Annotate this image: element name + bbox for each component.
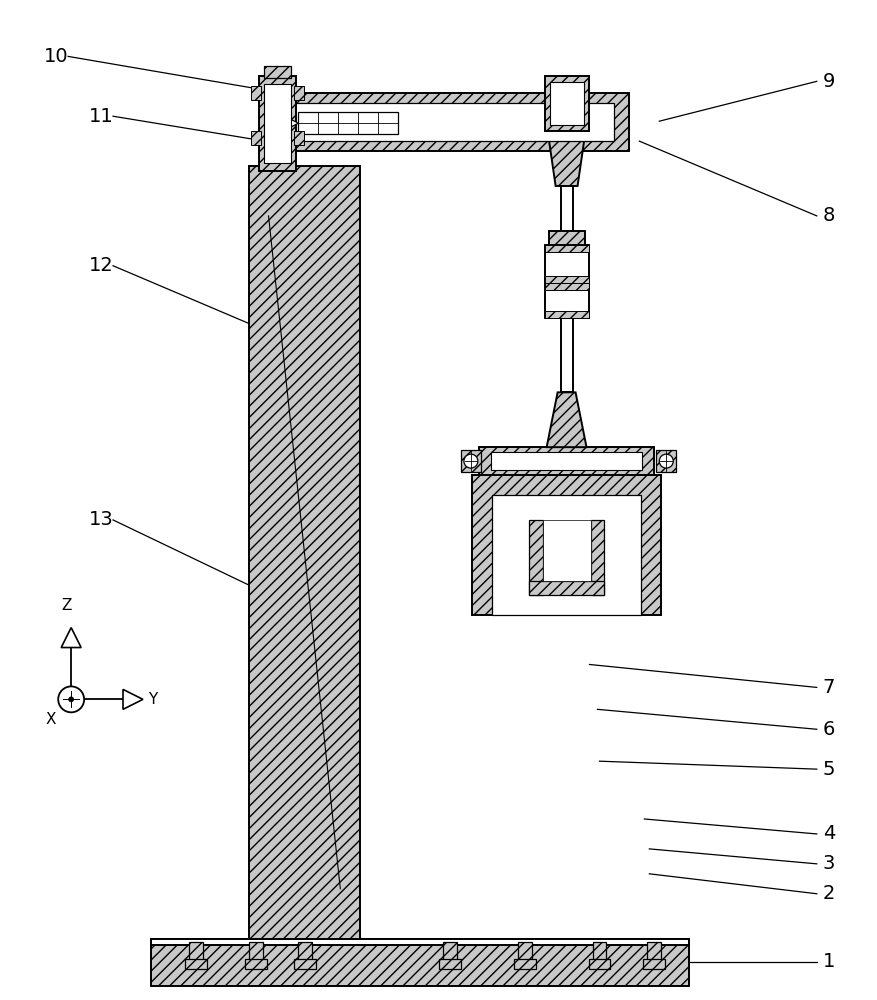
Bar: [545, 276, 588, 283]
Polygon shape: [61, 628, 82, 648]
Bar: [189, 942, 203, 960]
Text: 3: 3: [823, 854, 835, 873]
Bar: [295, 86, 304, 100]
Bar: [517, 942, 531, 960]
Bar: [514, 959, 536, 969]
Bar: [264, 66, 291, 78]
Bar: [268, 93, 630, 151]
Bar: [443, 942, 457, 960]
Bar: [298, 112, 398, 134]
Bar: [545, 245, 588, 283]
Text: Z: Z: [61, 598, 71, 613]
Bar: [491, 452, 642, 470]
Text: 2: 2: [823, 884, 835, 903]
Bar: [588, 959, 610, 969]
Text: 13: 13: [89, 510, 113, 529]
Circle shape: [68, 697, 74, 702]
Bar: [593, 942, 607, 960]
Bar: [545, 283, 588, 290]
Text: 11: 11: [89, 107, 113, 126]
Bar: [647, 942, 661, 960]
Text: 10: 10: [44, 47, 68, 66]
Bar: [545, 311, 588, 318]
Text: 12: 12: [89, 256, 113, 275]
Bar: [590, 520, 604, 595]
Bar: [251, 86, 260, 100]
Circle shape: [660, 454, 674, 468]
Bar: [248, 942, 262, 960]
Text: 4: 4: [823, 824, 835, 843]
Bar: [529, 581, 604, 595]
Polygon shape: [279, 113, 298, 133]
Bar: [543, 520, 590, 581]
Bar: [560, 318, 573, 392]
Bar: [283, 103, 615, 141]
Text: X: X: [46, 712, 56, 727]
Bar: [479, 447, 654, 475]
Bar: [251, 131, 260, 145]
Bar: [439, 959, 461, 969]
Bar: [185, 959, 207, 969]
Bar: [550, 82, 583, 125]
Bar: [295, 959, 317, 969]
Polygon shape: [546, 392, 587, 447]
Polygon shape: [547, 131, 586, 186]
Bar: [545, 245, 588, 252]
Bar: [298, 942, 312, 960]
Text: 5: 5: [823, 760, 835, 779]
Bar: [472, 475, 661, 615]
Bar: [545, 76, 588, 131]
Bar: [656, 450, 676, 472]
Bar: [529, 520, 543, 595]
Text: 6: 6: [823, 720, 835, 739]
Circle shape: [464, 454, 478, 468]
Text: Y: Y: [148, 692, 158, 707]
Text: 7: 7: [823, 678, 835, 697]
Bar: [259, 76, 296, 171]
Bar: [151, 939, 689, 945]
Bar: [245, 959, 267, 969]
Bar: [461, 450, 481, 472]
Text: 1: 1: [823, 952, 835, 971]
Bar: [492, 495, 641, 615]
Bar: [151, 939, 689, 986]
Bar: [295, 131, 304, 145]
Bar: [248, 166, 360, 939]
Circle shape: [58, 686, 84, 712]
Bar: [560, 186, 573, 231]
Bar: [264, 84, 291, 163]
Polygon shape: [123, 689, 143, 709]
Bar: [549, 231, 585, 245]
Bar: [545, 283, 588, 318]
Bar: [644, 959, 666, 969]
Text: 8: 8: [823, 206, 835, 225]
Text: 9: 9: [823, 72, 835, 91]
